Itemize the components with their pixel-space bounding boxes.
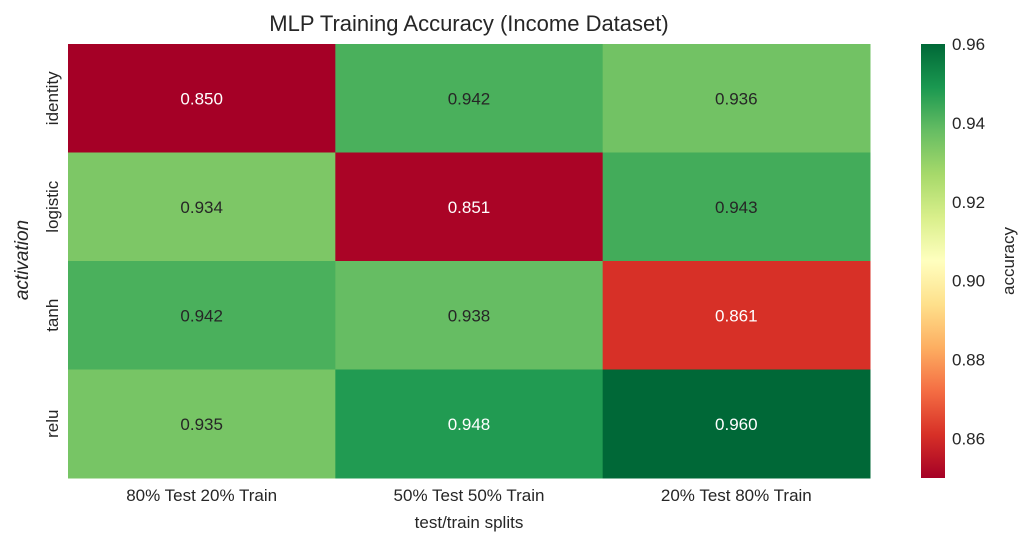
heatmap-cell [335, 369, 604, 479]
x-tick-label: 50% Test 50% Train [394, 486, 545, 505]
colorbar [921, 44, 945, 478]
x-tick-labels: 80% Test 20% Train 50% Test 50% Train 20% … [126, 486, 812, 505]
cell-value-label: 0.948 [448, 415, 491, 434]
cell-value-label: 0.942 [448, 89, 491, 108]
heatmap-cells: 0.850 0.942 0.936 0.934 0.851 0.943 0.942 0.938… [68, 44, 871, 479]
x-tick-label: 20% Test 80% Train [661, 486, 812, 505]
y-tick-label: tanh [43, 299, 62, 332]
chart-title: MLP Training Accuracy (Income Dataset) [269, 11, 668, 36]
cell-value-label: 0.960 [715, 415, 758, 434]
x-axis-label: test/train splits [415, 513, 524, 532]
cell-value-label: 0.938 [448, 306, 491, 325]
heatmap-cell [602, 261, 871, 370]
heatmap-cell [68, 152, 336, 262]
y-tick-label: relu [43, 410, 62, 438]
colorbar-tick-label: 0.90 [952, 272, 985, 291]
heatmap-cell [335, 152, 604, 262]
y-axis-label: activation [12, 220, 33, 300]
cell-value-label: 0.934 [180, 198, 223, 217]
colorbar-ticks: 0.86 0.88 0.90 0.92 0.94 0.96 [952, 35, 985, 449]
colorbar-tick-label: 0.96 [952, 35, 985, 54]
cell-value-label: 0.935 [180, 415, 223, 434]
colorbar-tick-label: 0.92 [952, 193, 985, 212]
cell-value-label: 0.943 [715, 198, 758, 217]
y-tick-labels: identity logistic tanh relu [43, 71, 62, 438]
x-tick-label: 80% Test 20% Train [126, 486, 277, 505]
y-tick-label: identity [43, 71, 62, 125]
colorbar-tick-label: 0.94 [952, 114, 985, 133]
heatmap-cell [335, 261, 604, 370]
cell-value-label: 0.861 [715, 306, 758, 325]
cell-value-label: 0.942 [180, 306, 223, 325]
colorbar-label: accuracy [999, 226, 1018, 295]
heatmap-cell [602, 369, 871, 479]
heatmap-cell [68, 261, 336, 370]
heatmap-cell [68, 369, 336, 479]
heatmap-cell [335, 44, 604, 153]
colorbar-tick-label: 0.88 [952, 351, 985, 370]
y-tick-label: logistic [43, 180, 62, 232]
cell-value-label: 0.936 [715, 89, 758, 108]
heatmap-cell [602, 44, 871, 153]
cell-value-label: 0.851 [448, 198, 491, 217]
heatmap-cell [602, 152, 871, 262]
heatmap-cell [68, 44, 336, 153]
cell-value-label: 0.850 [180, 89, 223, 108]
colorbar-tick-label: 0.86 [952, 430, 985, 449]
